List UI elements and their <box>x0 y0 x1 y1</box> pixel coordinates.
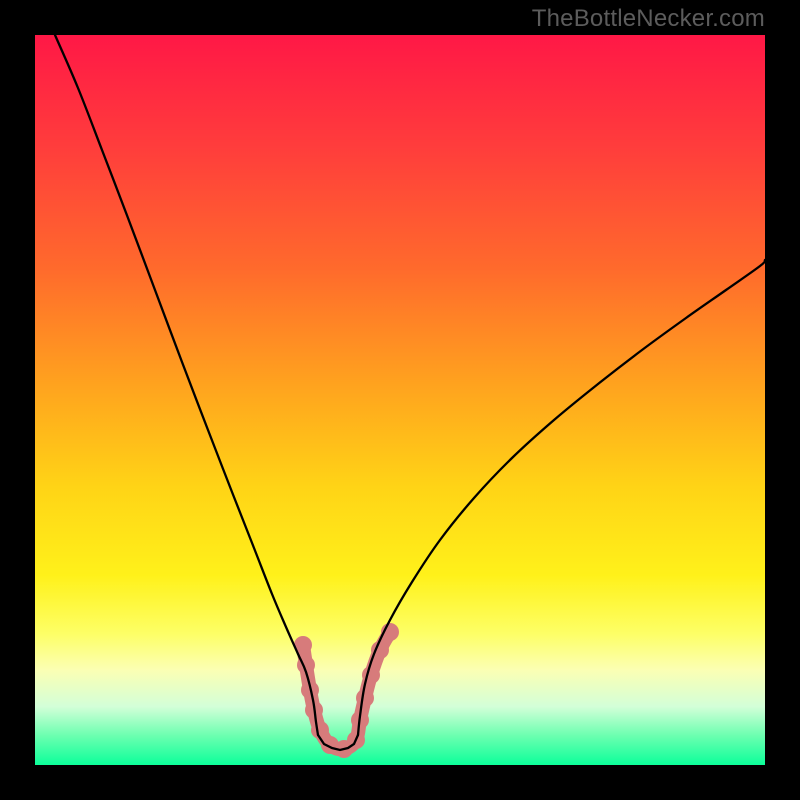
v-curve-left <box>55 35 318 735</box>
marker-dot <box>356 689 374 707</box>
chart-stage: TheBottleNecker.com <box>0 0 800 800</box>
watermark-text: TheBottleNecker.com <box>532 5 765 33</box>
chart-svg <box>0 0 800 800</box>
v-curve-right <box>358 260 765 735</box>
